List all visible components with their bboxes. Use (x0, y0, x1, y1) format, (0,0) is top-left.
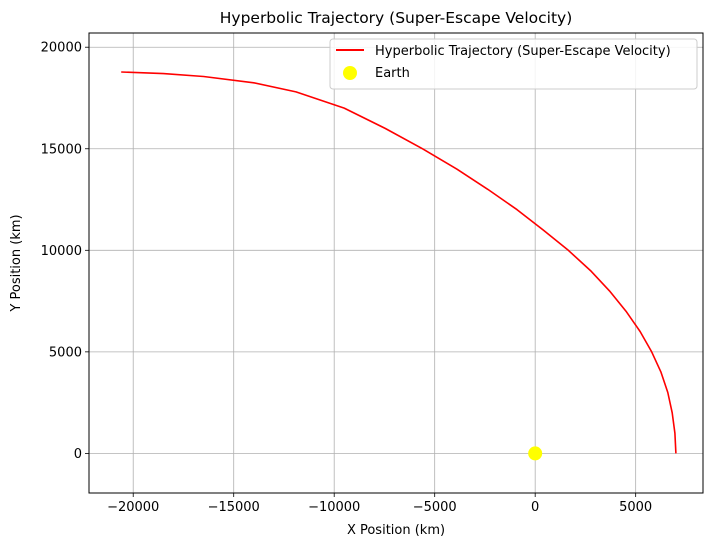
ticks: −20000 −15000 −10000 −5000 0 5000 0 5000 10000 15… (41, 41, 653, 515)
legend-box (329, 38, 698, 90)
x-axis-label: X Position (km) (347, 523, 445, 538)
y-tick-label: 15000 (41, 142, 82, 157)
y-tick-label: 0 (74, 447, 82, 462)
chart-title: Hyperbolic Trajectory (Super-Escape Velo… (220, 9, 573, 27)
x-tick-label: −20000 (107, 500, 159, 515)
earth-point (528, 446, 543, 461)
x-tick-label: 5000 (619, 500, 652, 515)
y-tick-label: 20000 (41, 41, 82, 56)
y-tick-label: 5000 (49, 345, 82, 360)
trajectory-line (121, 71, 677, 454)
x-tick-label: −15000 (208, 500, 260, 515)
plot-frame (88, 32, 704, 494)
x-tick-label: −5000 (413, 500, 457, 515)
legend-marker-earth (343, 66, 357, 80)
y-axis-label: Y Position (km) (9, 214, 24, 312)
legend-label-trajectory: Hyperbolic Trajectory (Super-Escape Velo… (375, 44, 671, 59)
legend: Hyperbolic Trajectory (Super-Escape Velo… (329, 38, 698, 90)
y-tick-label: 10000 (41, 244, 82, 259)
series-layer (121, 71, 677, 461)
x-tick-label: 0 (531, 500, 539, 515)
x-tick-label: −10000 (308, 500, 360, 515)
legend-label-earth: Earth (375, 66, 410, 81)
